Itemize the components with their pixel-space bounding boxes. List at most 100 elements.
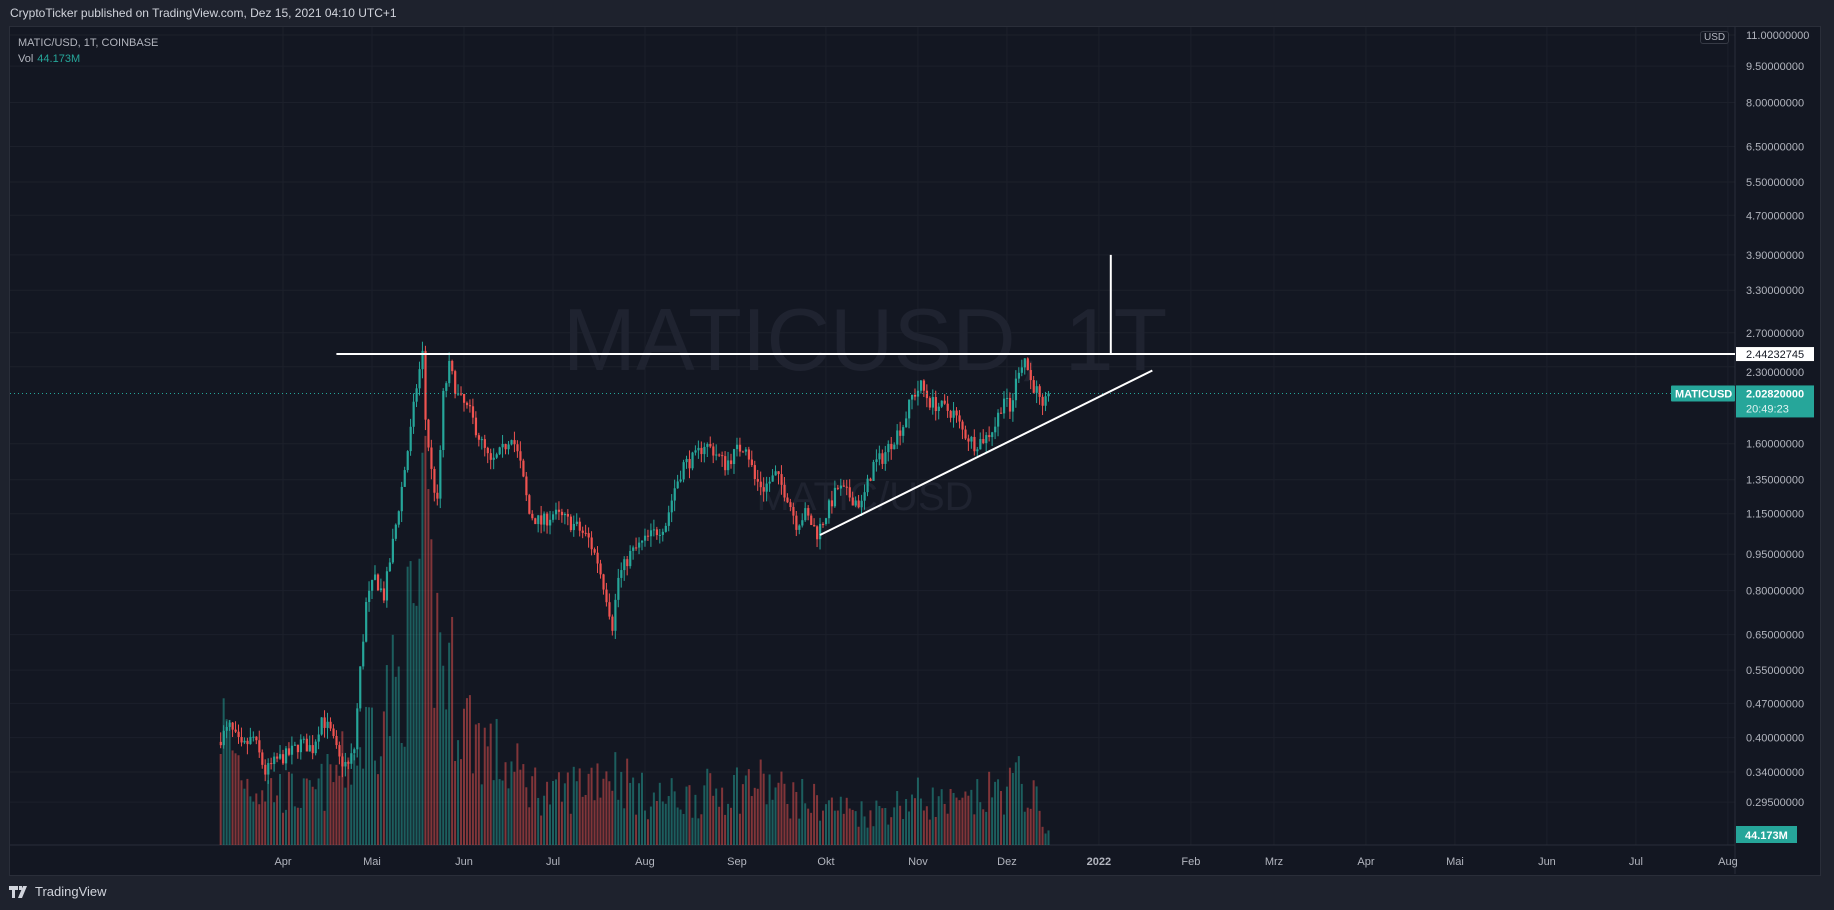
volume-bar bbox=[646, 819, 649, 845]
candle-body bbox=[753, 465, 756, 480]
candle-body bbox=[994, 426, 997, 433]
candle-body bbox=[730, 460, 733, 465]
candle-body bbox=[397, 511, 400, 525]
candle-body bbox=[908, 399, 911, 419]
candle-body bbox=[332, 728, 335, 736]
currency-badge[interactable]: USD bbox=[1700, 31, 1730, 44]
candle-body bbox=[1032, 380, 1035, 393]
candle-body bbox=[937, 406, 940, 412]
candle-body bbox=[240, 736, 243, 743]
volume-bar bbox=[341, 731, 344, 845]
volume-bar bbox=[833, 810, 836, 845]
candle-body bbox=[946, 403, 949, 411]
volume-bar bbox=[836, 810, 839, 845]
price-tick-label: 1.15000000 bbox=[1746, 509, 1804, 521]
volume-bar bbox=[638, 783, 641, 845]
bar-countdown-text: 20:49:23 bbox=[1746, 403, 1789, 415]
volume-bar bbox=[661, 801, 664, 845]
candle-body bbox=[498, 447, 501, 455]
candle-body bbox=[643, 535, 647, 541]
candle-body bbox=[667, 512, 670, 526]
candle-body bbox=[519, 451, 522, 461]
candle-body bbox=[632, 547, 635, 551]
last-price-tag bbox=[1736, 385, 1814, 418]
candle-body bbox=[237, 731, 240, 737]
volume-bar bbox=[916, 777, 919, 845]
candle-body bbox=[231, 722, 234, 730]
volume-bar bbox=[403, 746, 406, 845]
candle-body bbox=[296, 744, 300, 753]
candle-body bbox=[516, 444, 519, 452]
volume-bar bbox=[522, 764, 525, 845]
volume-bar bbox=[1005, 786, 1008, 845]
candle-body bbox=[676, 481, 679, 489]
chart-panel[interactable] bbox=[9, 26, 1821, 876]
candle-body bbox=[783, 484, 786, 498]
ascending-trend-line[interactable] bbox=[819, 369, 1153, 536]
volume-bar bbox=[308, 780, 311, 845]
volume-bar bbox=[1032, 780, 1035, 845]
candle-body bbox=[376, 574, 380, 591]
candle-body bbox=[371, 579, 374, 591]
candle-body bbox=[952, 410, 955, 418]
volume-bar bbox=[513, 771, 516, 845]
volume-bar bbox=[516, 743, 519, 845]
candle-body bbox=[911, 394, 914, 400]
candle-body bbox=[658, 534, 662, 536]
volume-bar bbox=[593, 800, 596, 845]
volume-bar bbox=[287, 771, 290, 845]
candle-body bbox=[801, 520, 804, 526]
candle-body bbox=[415, 388, 418, 402]
time-tick-label: Sep bbox=[727, 856, 747, 868]
volume-bar bbox=[732, 774, 735, 845]
candle-body bbox=[540, 515, 543, 525]
volume-bar bbox=[584, 794, 587, 845]
candle-body bbox=[955, 410, 958, 416]
volume-bar bbox=[949, 788, 952, 845]
volume-bar bbox=[1017, 756, 1020, 845]
candle-body bbox=[943, 400, 946, 404]
candle-body bbox=[860, 500, 863, 508]
volume-bar bbox=[317, 778, 320, 845]
candle-body bbox=[1002, 398, 1006, 414]
candle-body bbox=[534, 518, 537, 525]
candle-body bbox=[878, 453, 881, 460]
volume-bar bbox=[498, 779, 501, 845]
volume-bar bbox=[1011, 773, 1014, 845]
volume-bar bbox=[1047, 830, 1050, 845]
volume-bar bbox=[626, 758, 629, 845]
price-tick-label: 0.34000000 bbox=[1746, 767, 1804, 779]
volume-bar bbox=[964, 791, 967, 845]
candle-body bbox=[451, 360, 454, 372]
candle-body bbox=[649, 530, 653, 537]
price-tick-label: 5.50000000 bbox=[1746, 177, 1804, 189]
volume-bar bbox=[911, 794, 914, 845]
volume-bar bbox=[664, 803, 667, 845]
volume-bar bbox=[703, 785, 706, 845]
candle-body bbox=[1047, 393, 1050, 397]
candle-body bbox=[305, 738, 308, 752]
candle-body bbox=[326, 721, 329, 728]
volume-bar bbox=[970, 789, 973, 845]
candle-body bbox=[350, 753, 353, 764]
candle-body bbox=[673, 488, 676, 501]
candle-body bbox=[887, 443, 890, 453]
candle-body bbox=[436, 492, 439, 499]
time-tick-label: Apr bbox=[274, 856, 291, 868]
candle-body bbox=[913, 394, 917, 397]
candle-body bbox=[1008, 397, 1012, 412]
candle-body bbox=[368, 590, 371, 602]
tradingview-footer[interactable]: TradingView bbox=[9, 884, 107, 899]
volume-bar bbox=[750, 796, 753, 845]
candle-body bbox=[638, 542, 641, 548]
volume-bar bbox=[1020, 783, 1023, 845]
candle-body bbox=[881, 453, 884, 464]
volume-bar bbox=[691, 817, 694, 845]
symbol-info[interactable]: MATIC/USD, 1T, COINBASE bbox=[18, 37, 159, 49]
candle-body bbox=[1026, 358, 1029, 371]
price-tick-label: 1.35000000 bbox=[1746, 475, 1804, 487]
candle-body bbox=[323, 717, 326, 728]
candle-body bbox=[486, 447, 489, 454]
volume-bar bbox=[667, 796, 670, 845]
